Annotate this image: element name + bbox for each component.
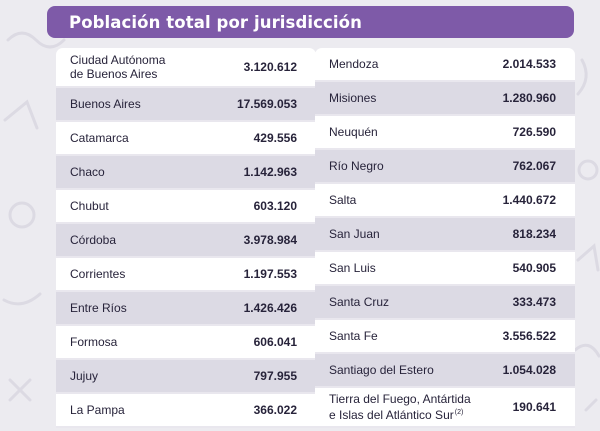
jurisdiction-name-cell: Tierra del Fuego, Antártida e Islas del … [329, 392, 471, 422]
jurisdiction-name-cell: La Pampa [70, 403, 125, 417]
jurisdiction-name-cell: Misiones [329, 91, 376, 105]
jurisdiction-name-cell: Mendoza [329, 57, 378, 71]
jurisdiction-name: Formosa [70, 335, 118, 349]
jurisdiction-name-cell: San Juan [329, 227, 380, 241]
jurisdiction-name: Santiago del Estero [329, 363, 434, 377]
table-row: Santa Cruz 333.473 [315, 286, 575, 320]
population-value: 797.955 [253, 369, 297, 383]
jurisdiction-name: Jujuy [70, 369, 99, 383]
population-value: 1.054.028 [502, 363, 556, 377]
jurisdiction-name-cell: Corrientes [70, 267, 125, 281]
population-value: 1.440.672 [502, 193, 556, 207]
population-value: 1.142.963 [243, 165, 297, 179]
population-value: 2.014.533 [502, 57, 556, 71]
population-value: 3.120.612 [243, 60, 297, 74]
table-row: Chaco 1.142.963 [56, 156, 316, 190]
population-value: 1.280.960 [502, 91, 556, 105]
population-value: 818.234 [512, 227, 556, 241]
jurisdiction-name: Buenos Aires [70, 97, 141, 111]
table-row: Neuquén 726.590 [315, 116, 575, 150]
table-row: Santiago del Estero 1.054.028 [315, 354, 575, 388]
population-value: 333.473 [512, 295, 556, 309]
table-row: Misiones 1.280.960 [315, 82, 575, 116]
table-row: La Pampa 366.022 [56, 394, 316, 428]
table-row: Río Negro 762.067 [315, 150, 575, 184]
population-value: 3.978.984 [243, 233, 297, 247]
jurisdiction-name: Río Negro [329, 159, 384, 173]
jurisdiction-name: Neuquén [329, 125, 378, 139]
table-row: Córdoba 3.978.984 [56, 224, 316, 258]
population-value: 603.120 [253, 199, 297, 213]
jurisdiction-name: Misiones [329, 91, 377, 105]
population-value: 1.426.426 [243, 301, 297, 315]
jurisdiction-name-cell: Neuquén [329, 125, 378, 139]
jurisdiction-name: Chubut [70, 199, 109, 213]
population-value: 606.041 [253, 335, 297, 349]
jurisdiction-name: Santa Fe [329, 329, 378, 343]
table-row: Corrientes 1.197.553 [56, 258, 316, 292]
jurisdiction-name: Ciudad Autónoma de Buenos Aires [70, 53, 166, 81]
jurisdiction-name-cell: Salta [329, 193, 356, 207]
table-row: Catamarca 429.556 [56, 122, 316, 156]
table-row: Entre Ríos 1.426.426 [56, 292, 316, 326]
jurisdiction-name: Corrientes [70, 267, 126, 281]
jurisdiction-name-cell: Jujuy [70, 369, 98, 383]
jurisdiction-name-cell: Ciudad Autónoma de Buenos Aires [70, 53, 165, 81]
jurisdiction-name-cell: Formosa [70, 335, 117, 349]
jurisdiction-name-cell: Catamarca [70, 131, 129, 145]
table-row: Mendoza 2.014.533 [315, 48, 575, 82]
jurisdiction-name-cell: Entre Ríos [70, 301, 127, 315]
jurisdiction-name-cell: Santa Fe [329, 329, 378, 343]
population-value: 366.022 [253, 403, 297, 417]
jurisdiction-name: San Juan [329, 227, 380, 241]
jurisdiction-name: Mendoza [329, 57, 379, 71]
population-value: 17.569.053 [236, 97, 297, 111]
jurisdiction-name-cell: Buenos Aires [70, 97, 141, 111]
jurisdiction-name: Catamarca [70, 131, 129, 145]
jurisdiction-name: Córdoba [70, 233, 117, 247]
population-value: 190.641 [512, 400, 556, 414]
table-row: Tierra del Fuego, Antártida e Islas del … [315, 388, 575, 428]
table-row: Formosa 606.041 [56, 326, 316, 360]
population-value: 429.556 [253, 131, 297, 145]
jurisdiction-name-cell: Río Negro [329, 159, 384, 173]
jurisdiction-name: Salta [329, 193, 357, 207]
table-header: Población total por jurisdicción [47, 6, 574, 38]
footnote-marker: (2) [454, 409, 464, 416]
jurisdiction-name: Entre Ríos [70, 301, 127, 315]
left-column: Ciudad Autónoma de Buenos Aires 3.120.612… [56, 48, 316, 428]
jurisdiction-name-cell: Santa Cruz [329, 295, 389, 309]
population-value: 762.067 [512, 159, 556, 173]
table-row: Ciudad Autónoma de Buenos Aires 3.120.612 [56, 48, 316, 88]
jurisdiction-name-cell: Córdoba [70, 233, 116, 247]
jurisdiction-name: San Luis [329, 261, 376, 275]
population-value: 3.556.522 [502, 329, 556, 343]
jurisdiction-name-cell: Chubut [70, 199, 109, 213]
page-title: Población total por jurisdicción [69, 12, 362, 32]
table-row: Salta 1.440.672 [315, 184, 575, 218]
table-row: Chubut 603.120 [56, 190, 316, 224]
jurisdiction-name: Santa Cruz [329, 295, 390, 309]
population-value: 1.197.553 [243, 267, 297, 281]
population-value: 726.590 [512, 125, 556, 139]
right-column: Mendoza 2.014.533 Misiones 1.280.960 Neuquén… [315, 48, 575, 428]
table-row: San Juan 818.234 [315, 218, 575, 252]
jurisdiction-name: Tierra del Fuego, Antártida e Islas del … [329, 392, 471, 422]
table-row: Jujuy 797.955 [56, 360, 316, 394]
table-row: Santa Fe 3.556.522 [315, 320, 575, 354]
jurisdiction-name-cell: San Luis [329, 261, 376, 275]
jurisdiction-name-cell: Chaco [70, 165, 105, 179]
jurisdiction-name: Chaco [70, 165, 105, 179]
table-row: San Luis 540.905 [315, 252, 575, 286]
jurisdiction-name-cell: Santiago del Estero [329, 363, 434, 377]
table-row: Buenos Aires 17.569.053 [56, 88, 316, 122]
jurisdiction-name: La Pampa [70, 403, 125, 417]
population-value: 540.905 [512, 261, 556, 275]
